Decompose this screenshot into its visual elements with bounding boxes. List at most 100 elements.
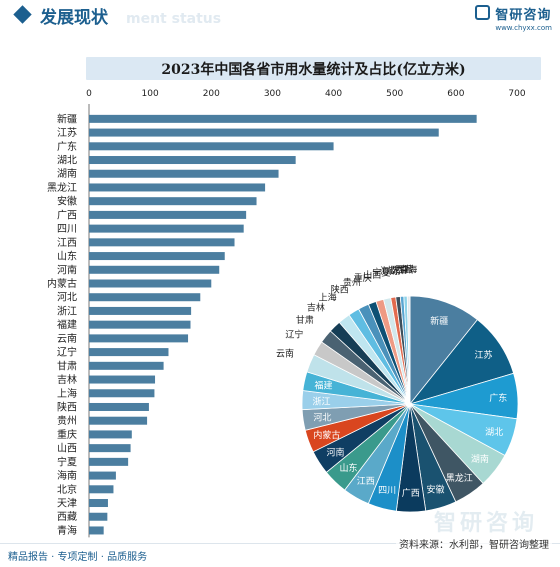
- x-tick-label: 100: [142, 89, 159, 99]
- y-category-label: 甘肃: [57, 359, 77, 372]
- y-category-label: 四川: [57, 224, 77, 235]
- x-tick-label: 300: [264, 89, 281, 99]
- y-category-label: 上海: [57, 387, 77, 400]
- pie-label: 河北: [313, 412, 331, 424]
- bar: [89, 279, 212, 288]
- bar: [89, 183, 266, 192]
- y-category-label: 河南: [57, 263, 77, 276]
- brand-logo: 智研咨询 www.chyxx.com: [475, 4, 552, 32]
- logo-url: www.chyxx.com: [495, 24, 552, 32]
- pie-label: 北京: [386, 264, 404, 276]
- bar: [89, 197, 257, 206]
- diamond-icon: [13, 5, 32, 24]
- bar: [89, 142, 334, 151]
- pie-label: 安徽: [426, 483, 444, 495]
- bar: [89, 238, 235, 247]
- bar: [89, 430, 132, 439]
- pie-label: 山西: [363, 270, 381, 281]
- section-title: 发展现状: [40, 8, 108, 28]
- pie-label: 新疆: [430, 315, 448, 327]
- y-category-label: 新疆: [57, 112, 77, 125]
- bar: [89, 526, 104, 535]
- x-tick-label: 700: [508, 89, 525, 99]
- pie-label: 海南: [380, 265, 398, 277]
- y-category-label: 广东: [57, 140, 77, 153]
- y-category-label: 福建: [57, 318, 77, 331]
- y-category-label: 陕西: [57, 400, 77, 413]
- pie-label: 青海: [399, 264, 417, 276]
- pie-label: 贵州: [343, 277, 361, 289]
- y-category-label: 海南: [57, 469, 77, 482]
- x-tick-label: 500: [386, 89, 403, 99]
- pie-slice: [406, 295, 411, 405]
- chart-canvas: 0 100 200 300 400 500 600 700新疆江苏广东湖北湖南黑龙江安徽广西四…: [47, 89, 526, 538]
- y-category-label: 湖北: [57, 155, 77, 167]
- pie-label: 广西: [402, 487, 420, 499]
- y-category-label: 江苏: [57, 126, 77, 139]
- pie-label: 四川: [378, 486, 396, 496]
- pie-label: 湖北: [485, 427, 503, 438]
- page-header: 发展现状 ment status 智研咨询 www.chyxx.com: [0, 0, 560, 36]
- y-category-label: 内蒙古: [47, 277, 77, 290]
- footer-source: 资料来源：水利部，智研咨询整理: [396, 536, 552, 551]
- bar: [89, 306, 192, 315]
- bar: [89, 169, 279, 178]
- bar: [89, 114, 477, 123]
- pie-label: 山东: [339, 462, 357, 474]
- bar: [89, 128, 439, 137]
- bar: [89, 348, 169, 357]
- bar: [89, 389, 155, 398]
- pie-label: 浙江: [312, 395, 330, 407]
- bar: [89, 499, 108, 508]
- y-category-label: 安徽: [57, 195, 77, 208]
- y-category-label: 云南: [57, 332, 77, 345]
- y-category-label: 山西: [57, 443, 77, 455]
- x-tick-label: 200: [203, 89, 220, 99]
- chart-title-box: 2023年中国各省市用水量统计及占比(亿立方米): [86, 57, 541, 80]
- pie-label: 重庆: [354, 272, 372, 284]
- bar: [89, 265, 220, 274]
- logo-name: 智研咨询: [495, 8, 552, 23]
- bar: [89, 320, 191, 329]
- y-category-label: 北京: [57, 483, 77, 496]
- pie-label: 辽宁: [285, 329, 303, 341]
- bar: [89, 471, 116, 480]
- x-tick-label: 600: [447, 89, 464, 99]
- bar: [89, 224, 244, 233]
- y-category-label: 江西: [57, 237, 77, 249]
- pie-label: 天津: [391, 265, 409, 276]
- y-category-label: 湖南: [57, 167, 77, 180]
- bar: [89, 402, 149, 411]
- pie-label: 西藏: [395, 264, 413, 276]
- y-category-label: 浙江: [57, 305, 77, 317]
- pie-slice: [409, 295, 479, 406]
- bar: [89, 293, 201, 302]
- bar: [89, 416, 148, 425]
- pie-label: 云南: [276, 347, 294, 359]
- x-tick-label: 0: [86, 89, 92, 99]
- pie-label: 湖南: [471, 453, 489, 465]
- watermark: 智研咨询: [433, 511, 538, 536]
- pie-label: 河南: [326, 446, 344, 458]
- bar: [89, 457, 129, 466]
- pie-label: 江苏: [474, 349, 492, 361]
- logo-mark-icon: [475, 5, 491, 20]
- bar: [89, 252, 225, 261]
- y-category-label: 贵州: [57, 414, 77, 427]
- chart-title: 2023年中国各省市用水量统计及占比(亿立方米): [161, 61, 466, 78]
- y-category-label: 辽宁: [57, 346, 77, 359]
- pie-label: 甘肃: [296, 314, 314, 326]
- y-category-label: 西藏: [57, 511, 77, 523]
- pie-label: 江西: [357, 476, 375, 487]
- bar: [89, 485, 114, 494]
- y-category-label: 广西: [57, 209, 77, 221]
- y-category-label: 黑龙江: [47, 181, 77, 194]
- bar: [89, 512, 108, 521]
- bar: [89, 334, 189, 343]
- pie-label: 广东: [489, 392, 507, 404]
- bar: [89, 375, 156, 384]
- section-subtitle: ment status: [126, 11, 222, 27]
- bar: [89, 156, 296, 165]
- pie-label: 吉林: [307, 302, 325, 314]
- bar: [89, 361, 164, 370]
